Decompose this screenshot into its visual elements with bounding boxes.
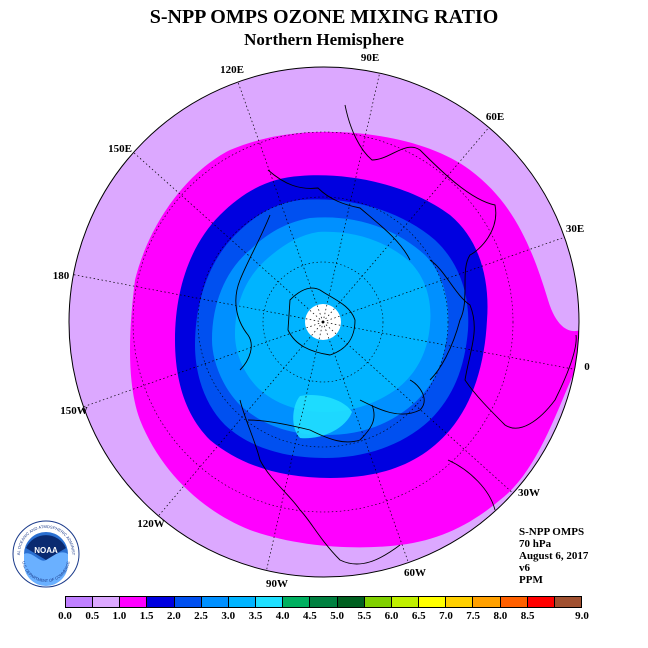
- colorbar-tick-label: 5.5: [357, 610, 372, 622]
- colorbar-tick-label: 6.5: [411, 610, 426, 622]
- colorbar-swatch: [93, 597, 121, 607]
- colorbar-tick-label: 2.0: [166, 610, 181, 622]
- colorbar-swatch: [256, 597, 284, 607]
- lon-label-180: 180: [53, 270, 70, 282]
- info-units: PPM: [519, 574, 543, 586]
- colorbar-swatch: [527, 597, 555, 607]
- lon-label-30w: 30W: [518, 487, 540, 499]
- lon-label-60w: 60W: [404, 567, 426, 579]
- colorbar-swatch: [120, 597, 148, 607]
- lon-label-30e: 30E: [566, 223, 584, 235]
- info-level: 70 hPa: [519, 538, 552, 550]
- lon-label-150w: 150W: [60, 405, 88, 417]
- colorbar-tick-label: 3.5: [248, 610, 263, 622]
- lon-label-120e: 120E: [220, 64, 244, 76]
- logo-text: NOAA: [34, 546, 58, 555]
- info-date: August 6, 2017: [519, 550, 589, 562]
- colorbar: [65, 596, 582, 608]
- colorbar-tick-label: 5.0: [330, 610, 344, 622]
- colorbar-swatch: [473, 597, 501, 607]
- colorbar-tick-label: 2.5: [194, 610, 208, 622]
- colorbar-tick-label: 3.0: [221, 610, 236, 622]
- colorbar-tick-label: 7.5: [466, 610, 481, 622]
- lon-label-0: 0: [584, 361, 590, 373]
- lon-label-120w: 120W: [137, 518, 165, 530]
- colorbar-swatch: [201, 597, 229, 607]
- colorbar-tick-label: 1.0: [112, 610, 127, 622]
- colorbar-tick-label: 1.5: [139, 610, 154, 622]
- info-version: v6: [519, 562, 530, 574]
- colorbar-tick-label: 0.0: [58, 610, 72, 622]
- page-subtitle: Northern Hemisphere: [244, 30, 404, 49]
- colorbar-swatch: [337, 597, 365, 607]
- colorbar-tick-label: 4.5: [303, 610, 317, 622]
- colorbar-swatch: [419, 597, 447, 607]
- noaa-logo: NOAA NATIONAL OCEANIC AND ATMOSPHERIC AD…: [12, 520, 80, 588]
- colorbar-tick-label: 9.0: [575, 610, 589, 622]
- colorbar-swatch: [391, 597, 420, 607]
- lon-label-60e: 60E: [486, 111, 504, 123]
- colorbar-tick-label: 4.0: [275, 610, 290, 622]
- page-title: S-NPP OMPS OZONE MIXING RATIO: [149, 6, 499, 28]
- info-block: S-NPP OMPS 70 hPa August 6, 2017 v6 PPM: [519, 526, 588, 586]
- colorbar-tick-label: 0.5: [85, 610, 100, 622]
- colorbar-swatch: [310, 597, 338, 607]
- colorbar-ticks: 0.0 0.5 1.0 1.5 2.0 2.5 3.0 3.5 4.0 4.5 5.0 5.5 6.0 6…: [58, 610, 589, 624]
- parallels: [132, 131, 514, 513]
- colorbar-swatch: [174, 597, 202, 607]
- colorbar-swatch: [364, 597, 392, 607]
- colorbar-tick-label: 7.0: [439, 610, 453, 622]
- colorbar-tick-label: 6.0: [384, 610, 399, 622]
- colorbar-swatch: [446, 597, 474, 607]
- colorbar-swatch: [228, 597, 257, 607]
- lon-label-90w: 90W: [266, 578, 288, 590]
- colorbar-swatch: [66, 597, 94, 607]
- colorbar-tick-label: 8.0: [493, 610, 508, 622]
- meridians: [69, 67, 579, 577]
- colorbar-swatch: [147, 597, 175, 607]
- lon-label-90e: 90E: [361, 52, 379, 64]
- lon-label-150e: 150E: [108, 143, 132, 155]
- contour-band-cyan: [293, 394, 352, 439]
- map-border: [68, 66, 580, 578]
- colorbar-swatch: [500, 597, 528, 607]
- colorbar-tick-label: 8.5: [520, 610, 535, 622]
- colorbar-swatch: [283, 597, 311, 607]
- colorbar-swatch: [554, 597, 581, 607]
- info-instrument: S-NPP OMPS: [519, 526, 585, 538]
